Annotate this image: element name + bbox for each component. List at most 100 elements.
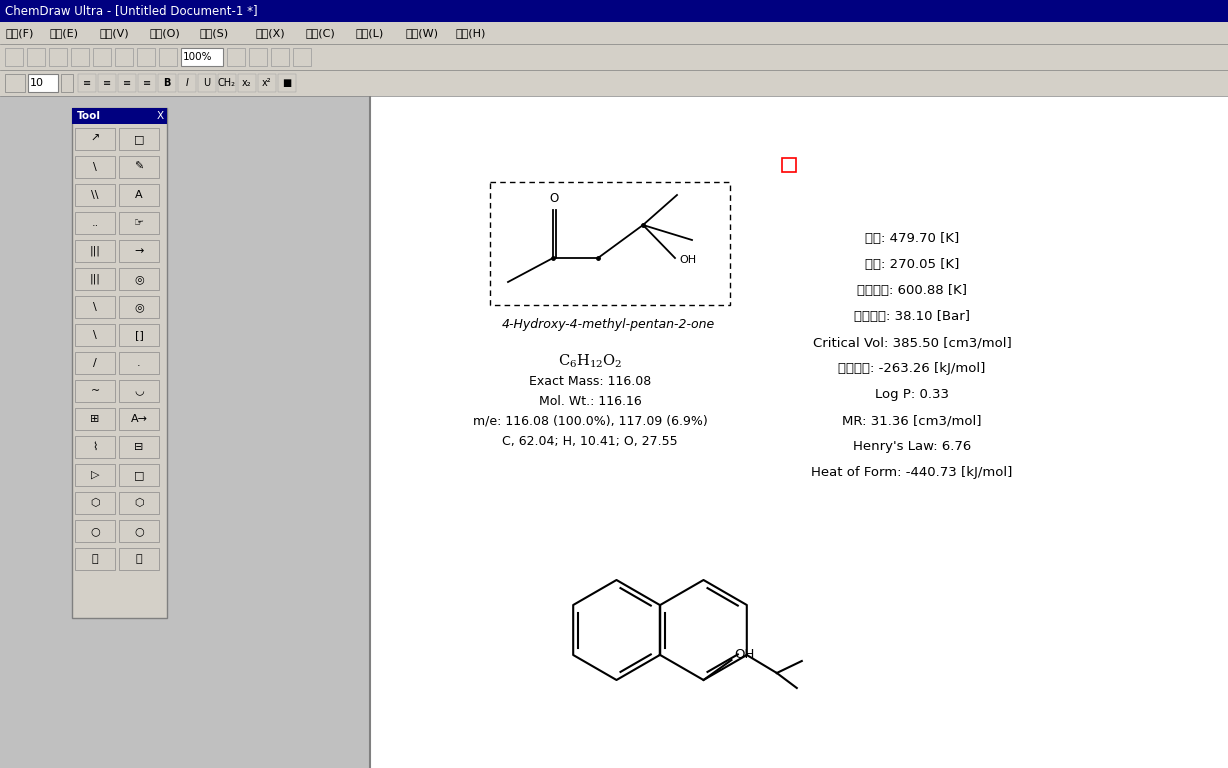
Bar — [238, 74, 255, 92]
Bar — [75, 520, 115, 542]
Text: 文字(X): 文字(X) — [255, 28, 285, 38]
Bar — [72, 108, 167, 618]
Text: $\mathregular{C_6H_{12}O_2}$: $\mathregular{C_6H_{12}O_2}$ — [558, 353, 623, 370]
Bar — [119, 408, 158, 430]
Bar — [61, 74, 72, 92]
Bar — [138, 74, 156, 92]
Text: Mol. Wt.: 116.16: Mol. Wt.: 116.16 — [539, 395, 641, 408]
Text: A→: A→ — [130, 414, 147, 424]
Bar — [75, 436, 115, 458]
Text: ⊞: ⊞ — [91, 414, 99, 424]
Text: Critical Vol: 385.50 [cm3/mol]: Critical Vol: 385.50 [cm3/mol] — [813, 336, 1012, 349]
Text: 10: 10 — [29, 78, 44, 88]
Bar — [5, 48, 23, 66]
Bar — [0, 96, 370, 768]
Bar — [119, 352, 158, 374]
Text: 临界温度: 600.88 [K]: 临界温度: 600.88 [K] — [857, 284, 966, 297]
Bar — [75, 184, 115, 206]
Bar — [75, 492, 115, 514]
Bar — [28, 74, 58, 92]
Text: OH: OH — [679, 255, 696, 265]
Bar — [119, 520, 158, 542]
Bar — [119, 548, 158, 570]
Text: ..: .. — [91, 218, 98, 228]
Text: ≡: ≡ — [142, 78, 151, 88]
Text: CH₂: CH₂ — [219, 78, 236, 88]
Bar — [75, 212, 115, 234]
Text: []: [] — [135, 330, 144, 340]
Bar — [119, 212, 158, 234]
Text: B: B — [163, 78, 171, 88]
Bar — [75, 380, 115, 402]
Text: ~: ~ — [91, 386, 99, 396]
Text: A: A — [135, 190, 142, 200]
Text: ◡: ◡ — [134, 386, 144, 396]
Bar — [119, 240, 158, 262]
Bar — [293, 48, 311, 66]
Text: ≡: ≡ — [84, 78, 91, 88]
Bar — [0, 70, 1228, 96]
Text: C, 62.04; H, 10.41; O, 27.55: C, 62.04; H, 10.41; O, 27.55 — [502, 435, 678, 448]
Bar — [258, 74, 276, 92]
Text: \\: \\ — [91, 190, 98, 200]
Text: ✎: ✎ — [134, 162, 144, 172]
Text: ■: ■ — [282, 78, 291, 88]
Text: \: \ — [93, 330, 97, 340]
Text: U: U — [204, 78, 210, 88]
Text: |||: ||| — [90, 273, 101, 284]
Bar — [75, 324, 115, 346]
Bar — [72, 108, 167, 124]
Bar — [75, 464, 115, 486]
Text: 文件(F): 文件(F) — [5, 28, 33, 38]
Bar — [119, 492, 158, 514]
Bar — [119, 464, 158, 486]
Bar — [49, 48, 68, 66]
Text: →: → — [134, 246, 144, 256]
Bar — [138, 48, 155, 66]
Bar — [370, 96, 1228, 768]
Bar — [0, 0, 1228, 22]
Text: ▷: ▷ — [91, 470, 99, 480]
Text: ⬡: ⬡ — [90, 498, 99, 508]
Text: OH: OH — [734, 648, 755, 661]
Text: 吉布斯能: -263.26 [kJ/mol]: 吉布斯能: -263.26 [kJ/mol] — [839, 362, 986, 375]
Text: ⌣: ⌣ — [135, 554, 142, 564]
Text: 曲线(C): 曲线(C) — [305, 28, 335, 38]
Bar — [0, 22, 1228, 44]
Bar — [178, 74, 196, 92]
Bar — [0, 44, 1228, 70]
Text: ⬡: ⬡ — [134, 498, 144, 508]
Text: 对象(O): 对象(O) — [150, 28, 181, 38]
Bar — [271, 48, 289, 66]
Bar — [79, 74, 96, 92]
Bar — [490, 182, 729, 305]
Bar — [5, 74, 25, 92]
Text: ○: ○ — [90, 526, 99, 536]
Bar — [98, 74, 115, 92]
Text: m/e: 116.08 (100.0%), 117.09 (6.9%): m/e: 116.08 (100.0%), 117.09 (6.9%) — [473, 415, 707, 428]
Bar — [75, 156, 115, 178]
Bar — [75, 352, 115, 374]
Text: 燕点: 270.05 [K]: 燕点: 270.05 [K] — [865, 258, 959, 271]
Text: MR: 31.36 [cm3/mol]: MR: 31.36 [cm3/mol] — [842, 414, 981, 427]
Bar — [227, 48, 246, 66]
Bar — [75, 548, 115, 570]
Bar — [119, 156, 158, 178]
Text: Tool: Tool — [77, 111, 101, 121]
Bar — [75, 128, 115, 150]
Bar — [198, 74, 216, 92]
Text: I: I — [185, 78, 188, 88]
Text: ◎: ◎ — [134, 274, 144, 284]
Text: □: □ — [134, 134, 144, 144]
Text: 颜色(L): 颜色(L) — [355, 28, 383, 38]
Text: ◎: ◎ — [134, 302, 144, 312]
Text: x²: x² — [263, 78, 271, 88]
Text: ↗: ↗ — [91, 134, 99, 144]
Text: x₂: x₂ — [242, 78, 252, 88]
Text: 查看(V): 查看(V) — [99, 28, 130, 38]
Bar — [158, 48, 177, 66]
Text: \: \ — [93, 162, 97, 172]
Text: Heat of Form: -440.73 [kJ/mol]: Heat of Form: -440.73 [kJ/mol] — [812, 466, 1013, 479]
Bar — [119, 268, 158, 290]
Bar — [119, 324, 158, 346]
